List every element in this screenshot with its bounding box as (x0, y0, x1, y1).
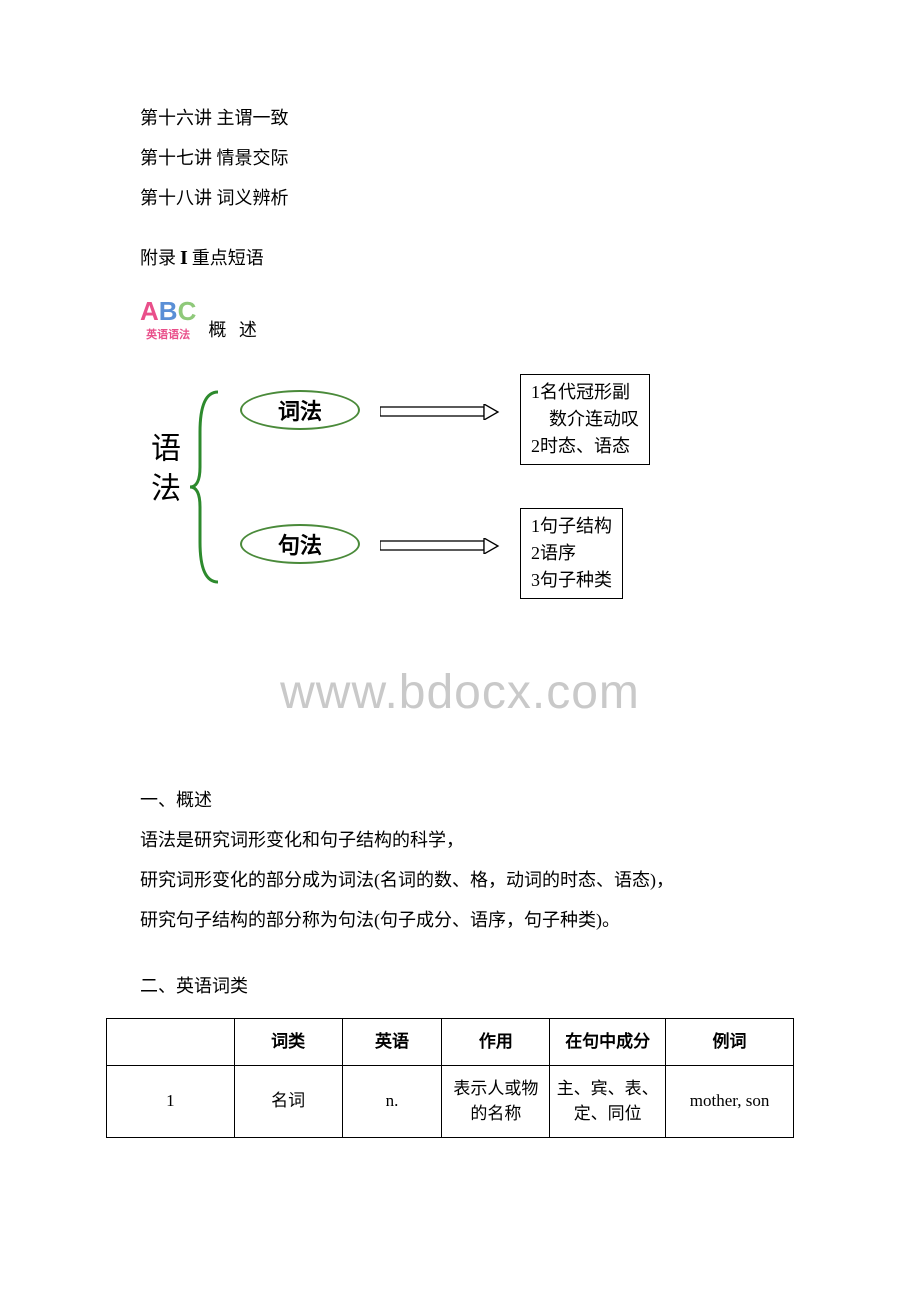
section1-title: 一、概述 (140, 782, 780, 818)
box2-line1: 1句子结构 (531, 513, 612, 540)
table-row: 1 名词 n. 表示人或物的名称 主、宾、表、定、同位 mother, son (107, 1065, 794, 1137)
section2-title: 二、英语词类 (140, 968, 780, 1004)
th-0 (107, 1019, 235, 1066)
section1-p3: 研究句子结构的部分称为句法(句子成分、语序，句子种类)。 (140, 902, 780, 938)
arrow-icon-2 (380, 538, 500, 554)
appendix-line: 附录 I 重点短语 (140, 244, 780, 270)
word-class-table: 词类 英语 作用 在句中成分 例词 1 名词 n. 表示人或物的名称 主、宾、表… (106, 1018, 794, 1138)
appendix-prefix: 附录 (140, 244, 176, 270)
branch-label-2: 句法 (278, 528, 322, 560)
section1-p1: 语法是研究词形变化和句子结构的科学， (140, 822, 780, 858)
toc-line-17: 第十七讲 情景交际 (140, 140, 780, 176)
logo-subtitle: 英语语法 (146, 326, 190, 342)
branch-oval-1: 词法 (240, 390, 360, 430)
th-5: 例词 (666, 1019, 794, 1066)
th-2: 英语 (342, 1019, 442, 1066)
grammar-logo: ABC 英语语法 (140, 298, 196, 342)
box1-line2: 数介连动叹 (531, 406, 639, 433)
box1-line3: 2时态、语态 (531, 433, 639, 460)
grammar-diagram: 语法 词法 1名代冠形副 数介连动叹 2时态、语态 句法 1句子结构 2语序 3… (140, 372, 780, 602)
info-box-1: 1名代冠形副 数介连动叹 2时态、语态 (520, 374, 650, 465)
td-3: 表示人或物的名称 (442, 1065, 550, 1137)
section-overview: 一、概述 语法是研究词形变化和句子结构的科学， 研究词形变化的部分成为词法(名词… (140, 782, 780, 938)
branch-label-1: 词法 (278, 394, 322, 426)
th-4: 在句中成分 (550, 1019, 666, 1066)
section1-p2: 研究词形变化的部分成为词法(名词的数、格，动词的时态、语态)， (140, 862, 780, 898)
box2-line3: 3句子种类 (531, 567, 612, 594)
th-1: 词类 (234, 1019, 342, 1066)
branch-oval-2: 句法 (240, 524, 360, 564)
td-1: 名词 (234, 1065, 342, 1137)
box1-line1: 1名代冠形副 (531, 379, 639, 406)
logo-row: ABC 英语语法 概 述 (140, 298, 780, 342)
box2-line2: 2语序 (531, 540, 612, 567)
logo-letter-c: C (178, 296, 197, 326)
info-box-2: 1句子结构 2语序 3句子种类 (520, 508, 623, 599)
toc-line-18: 第十八讲 词义辨析 (140, 180, 780, 216)
td-2: n. (342, 1065, 442, 1137)
td-4: 主、宾、表、定、同位 (550, 1065, 666, 1137)
appendix-suffix: 重点短语 (192, 244, 264, 270)
table-header-row: 词类 英语 作用 在句中成分 例词 (107, 1019, 794, 1066)
toc-line-16: 第十六讲 主谓一致 (140, 100, 780, 136)
logo-letter-b: B (159, 296, 178, 326)
diagram-root-label: 语法 (140, 432, 184, 512)
brace-icon (188, 382, 228, 592)
logo-abc: ABC (140, 298, 196, 324)
th-3: 作用 (442, 1019, 550, 1066)
overview-label: 概 述 (208, 316, 261, 342)
logo-letter-a: A (140, 296, 159, 326)
td-0: 1 (107, 1065, 235, 1137)
td-5: mother, son (666, 1065, 794, 1137)
appendix-roman: I (180, 247, 188, 270)
arrow-icon-1 (380, 404, 500, 420)
